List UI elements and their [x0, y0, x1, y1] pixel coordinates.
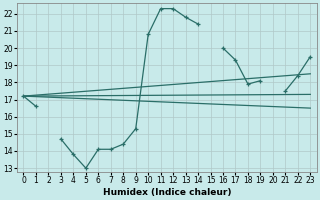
X-axis label: Humidex (Indice chaleur): Humidex (Indice chaleur)	[103, 188, 231, 197]
